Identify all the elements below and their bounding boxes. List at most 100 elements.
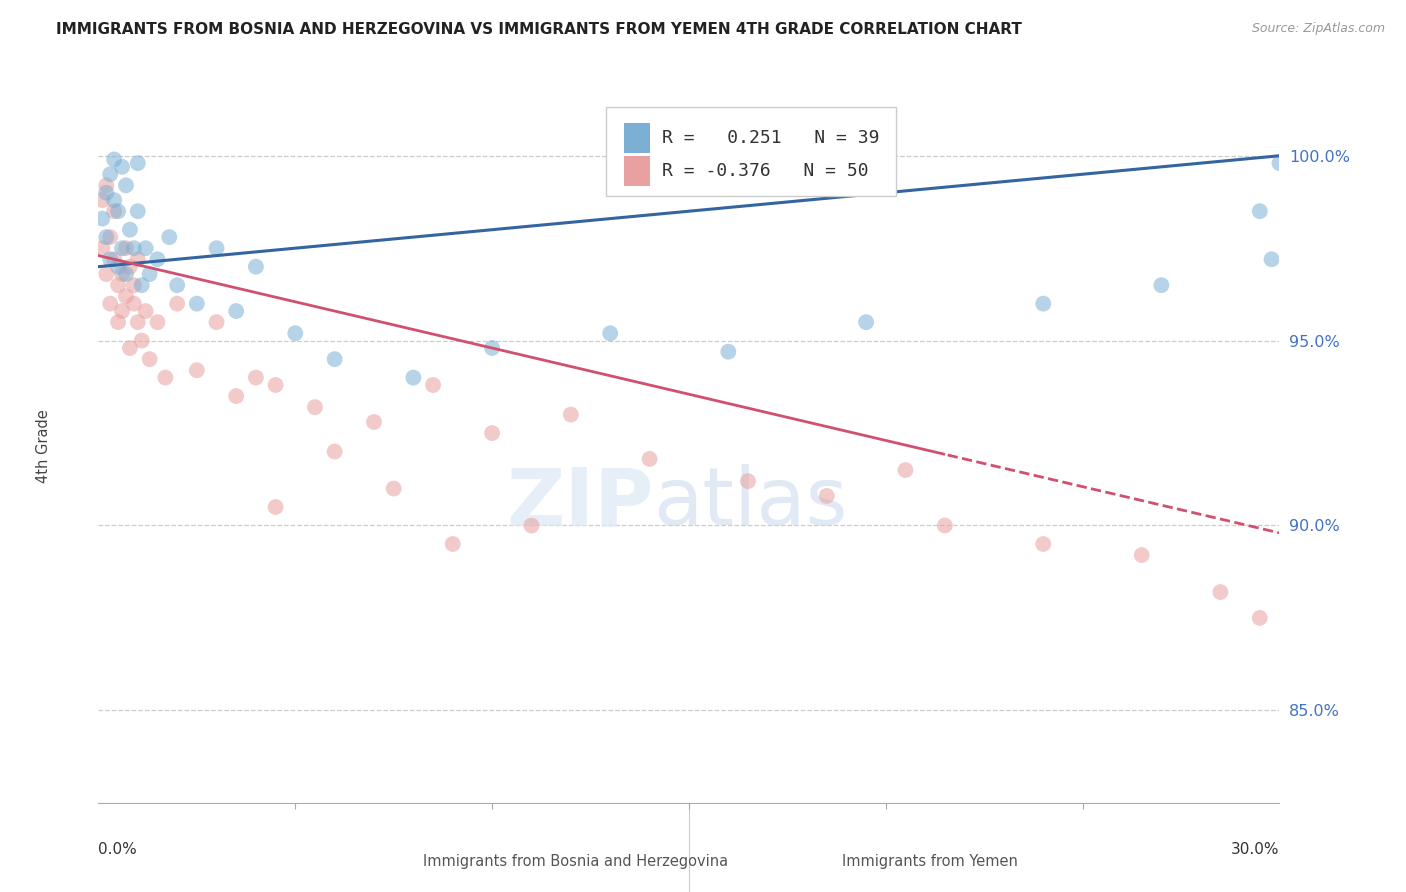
Point bbox=[245, 370, 267, 384]
Point bbox=[1268, 156, 1291, 170]
Point bbox=[118, 260, 141, 274]
Point bbox=[520, 518, 543, 533]
Point bbox=[115, 267, 138, 281]
Point bbox=[166, 278, 188, 293]
Point bbox=[122, 278, 145, 293]
Point bbox=[91, 193, 114, 207]
Point bbox=[122, 241, 145, 255]
Point bbox=[1032, 537, 1054, 551]
Point bbox=[96, 178, 118, 193]
Point bbox=[560, 408, 582, 422]
FancyBboxPatch shape bbox=[606, 107, 896, 196]
Point bbox=[1260, 252, 1282, 267]
Point bbox=[131, 334, 153, 348]
Point bbox=[737, 474, 759, 488]
Text: Immigrants from Yemen: Immigrants from Yemen bbox=[842, 854, 1018, 869]
Bar bbox=[624, 123, 650, 153]
Point bbox=[155, 370, 177, 384]
Point bbox=[98, 252, 121, 267]
Point bbox=[855, 315, 877, 329]
Text: 30.0%: 30.0% bbox=[1232, 842, 1279, 857]
Point bbox=[1032, 296, 1054, 310]
Point bbox=[98, 167, 121, 181]
Point bbox=[894, 463, 917, 477]
Point bbox=[111, 241, 134, 255]
Text: IMMIGRANTS FROM BOSNIA AND HERZEGOVINA VS IMMIGRANTS FROM YEMEN 4TH GRADE CORREL: IMMIGRANTS FROM BOSNIA AND HERZEGOVINA V… bbox=[56, 22, 1022, 37]
Point bbox=[115, 178, 138, 193]
Point bbox=[98, 230, 121, 244]
Point bbox=[481, 341, 503, 355]
Text: Source: ZipAtlas.com: Source: ZipAtlas.com bbox=[1251, 22, 1385, 36]
Point bbox=[103, 204, 125, 219]
Point bbox=[131, 278, 153, 293]
Point bbox=[107, 260, 129, 274]
Point bbox=[115, 289, 138, 303]
Point bbox=[402, 370, 425, 384]
Point bbox=[264, 500, 287, 514]
Text: R = -0.376   N = 50: R = -0.376 N = 50 bbox=[662, 162, 869, 180]
Point bbox=[111, 304, 134, 318]
Point bbox=[1209, 585, 1232, 599]
Point bbox=[103, 153, 125, 167]
Point bbox=[815, 489, 838, 503]
Point bbox=[107, 278, 129, 293]
Point bbox=[205, 315, 228, 329]
Point bbox=[382, 482, 405, 496]
Point bbox=[96, 267, 118, 281]
Point bbox=[115, 241, 138, 255]
Point bbox=[98, 296, 121, 310]
Point bbox=[1130, 548, 1153, 562]
Point bbox=[284, 326, 307, 341]
Point bbox=[304, 400, 326, 414]
Point bbox=[146, 315, 169, 329]
Text: ZIP: ZIP bbox=[506, 464, 654, 542]
Point bbox=[481, 425, 503, 440]
Point bbox=[122, 296, 145, 310]
Point bbox=[934, 518, 956, 533]
Point bbox=[111, 160, 134, 174]
Text: atlas: atlas bbox=[654, 464, 848, 542]
Point bbox=[118, 223, 141, 237]
Point bbox=[166, 296, 188, 310]
Point bbox=[323, 444, 346, 458]
Text: 0.0%: 0.0% bbox=[98, 842, 138, 857]
Point bbox=[146, 252, 169, 267]
Point bbox=[157, 230, 180, 244]
Point bbox=[441, 537, 464, 551]
Point bbox=[138, 267, 160, 281]
Point bbox=[422, 378, 444, 392]
Point bbox=[138, 352, 160, 367]
Point bbox=[127, 252, 149, 267]
Point bbox=[127, 156, 149, 170]
Point bbox=[107, 315, 129, 329]
Point bbox=[118, 341, 141, 355]
Point bbox=[91, 211, 114, 226]
Point bbox=[135, 241, 157, 255]
Text: 4th Grade: 4th Grade bbox=[37, 409, 51, 483]
Point bbox=[363, 415, 385, 429]
Point bbox=[205, 241, 228, 255]
Point bbox=[91, 241, 114, 255]
Point bbox=[103, 252, 125, 267]
Point bbox=[717, 344, 740, 359]
Point bbox=[264, 378, 287, 392]
Point bbox=[127, 315, 149, 329]
Point bbox=[127, 204, 149, 219]
Point bbox=[103, 193, 125, 207]
Point bbox=[225, 304, 247, 318]
Point bbox=[111, 267, 134, 281]
Point bbox=[186, 296, 208, 310]
Point bbox=[186, 363, 208, 377]
Point bbox=[1249, 611, 1271, 625]
Text: Immigrants from Bosnia and Herzegovina: Immigrants from Bosnia and Herzegovina bbox=[423, 854, 728, 869]
Point bbox=[323, 352, 346, 367]
Point bbox=[96, 230, 118, 244]
Text: R =   0.251   N = 39: R = 0.251 N = 39 bbox=[662, 128, 879, 146]
Bar bbox=[807, 851, 831, 872]
Point bbox=[245, 260, 267, 274]
Point bbox=[638, 452, 661, 467]
Bar bbox=[388, 851, 412, 872]
Point bbox=[135, 304, 157, 318]
Point bbox=[1249, 204, 1271, 219]
Bar bbox=[624, 156, 650, 186]
